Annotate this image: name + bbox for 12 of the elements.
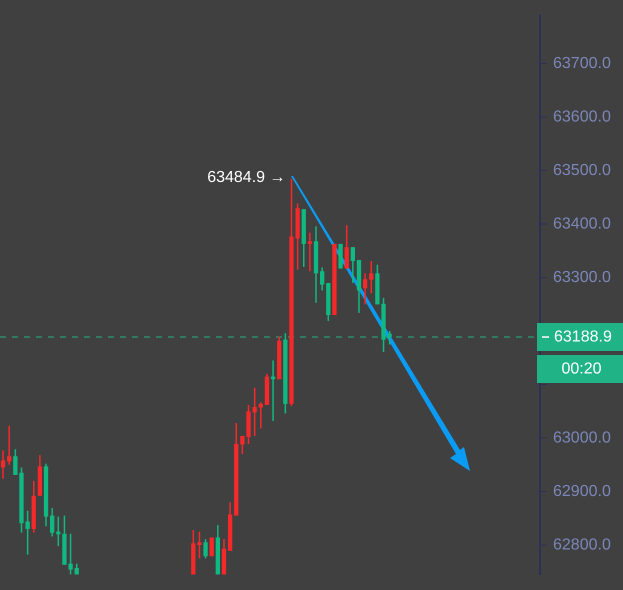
ref-line-label: 63188.9 <box>554 328 612 346</box>
y-tick-label: 62800.0 <box>553 536 611 554</box>
y-tick-label: 63400.0 <box>553 216 611 233</box>
y-tick-label: 63700.0 <box>553 55 611 72</box>
y-tick-label: 63600.0 <box>553 108 611 126</box>
y-tick-label: 63300.0 <box>553 269 611 286</box>
y-tick-label: 63000.0 <box>553 429 611 446</box>
y-tick-label: 62900.0 <box>553 482 611 500</box>
text: 00:20 <box>561 360 602 378</box>
y-tick-label: 63500.0 <box>553 162 611 180</box>
annotation: 63484.9 → <box>207 169 286 186</box>
candlestick <box>308 232 312 272</box>
